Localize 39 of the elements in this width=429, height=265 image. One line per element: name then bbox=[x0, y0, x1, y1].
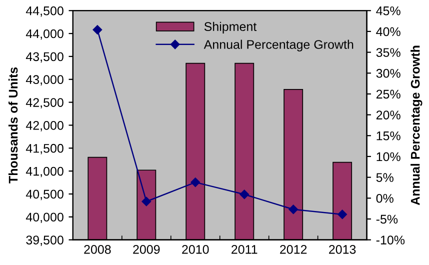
y-tick-label: 42,000 bbox=[26, 121, 64, 132]
point bbox=[288, 204, 298, 214]
y-tick-label: 41,500 bbox=[26, 144, 64, 154]
point bbox=[92, 25, 102, 34]
y-tick-label: 43,500 bbox=[26, 52, 64, 63]
y-tick-label: 43,000 bbox=[26, 75, 64, 86]
point bbox=[338, 210, 347, 220]
y2-tick-label: 25% bbox=[376, 90, 400, 99]
y-tick-label: 44,500 bbox=[26, 6, 64, 17]
y-tick-label: 40,500 bbox=[26, 190, 64, 200]
y2-tick-label: 40% bbox=[376, 27, 400, 36]
y-tick-label: 44,000 bbox=[26, 29, 64, 40]
x-tick-label: 2008 bbox=[84, 245, 111, 254]
point bbox=[190, 178, 200, 187]
y2-tick-label: 20% bbox=[376, 110, 400, 120]
y-tick-label: 39,500 bbox=[26, 236, 64, 246]
x-tick-label: 2013 bbox=[329, 245, 356, 254]
y2-tick-label: 0% bbox=[376, 194, 394, 203]
point bbox=[142, 196, 152, 206]
x-tick-label: 2011 bbox=[232, 245, 258, 254]
y2-axis-title: Annual Percentage Growth bbox=[410, 46, 422, 206]
y-tick-label: 42,500 bbox=[26, 98, 64, 108]
y2-tick-label: 5% bbox=[376, 173, 394, 182]
y-axis-title: Thousands of Units bbox=[8, 67, 18, 184]
x-tick-label: 2009 bbox=[133, 245, 160, 254]
y-tick-label: 40,000 bbox=[26, 212, 64, 224]
x-tick-label: 2010 bbox=[182, 245, 209, 254]
point bbox=[240, 190, 249, 200]
y2-tick-label: 15% bbox=[376, 131, 400, 140]
y2-tick-label: 30% bbox=[376, 68, 400, 78]
y2-tick-label: -5% bbox=[376, 214, 398, 224]
y2-tick-label: -10% bbox=[376, 236, 405, 244]
legend-label: Annual Percentage Growth bbox=[204, 40, 354, 52]
y2-tick-label: 35% bbox=[376, 48, 400, 57]
y2-tick-label: 45% bbox=[376, 6, 400, 16]
y2-tick-label: 10% bbox=[376, 152, 400, 162]
y-tick-label: 41,000 bbox=[26, 166, 64, 178]
legend-label: Shipment bbox=[204, 22, 257, 34]
x-tick-label: 2012 bbox=[280, 245, 307, 254]
